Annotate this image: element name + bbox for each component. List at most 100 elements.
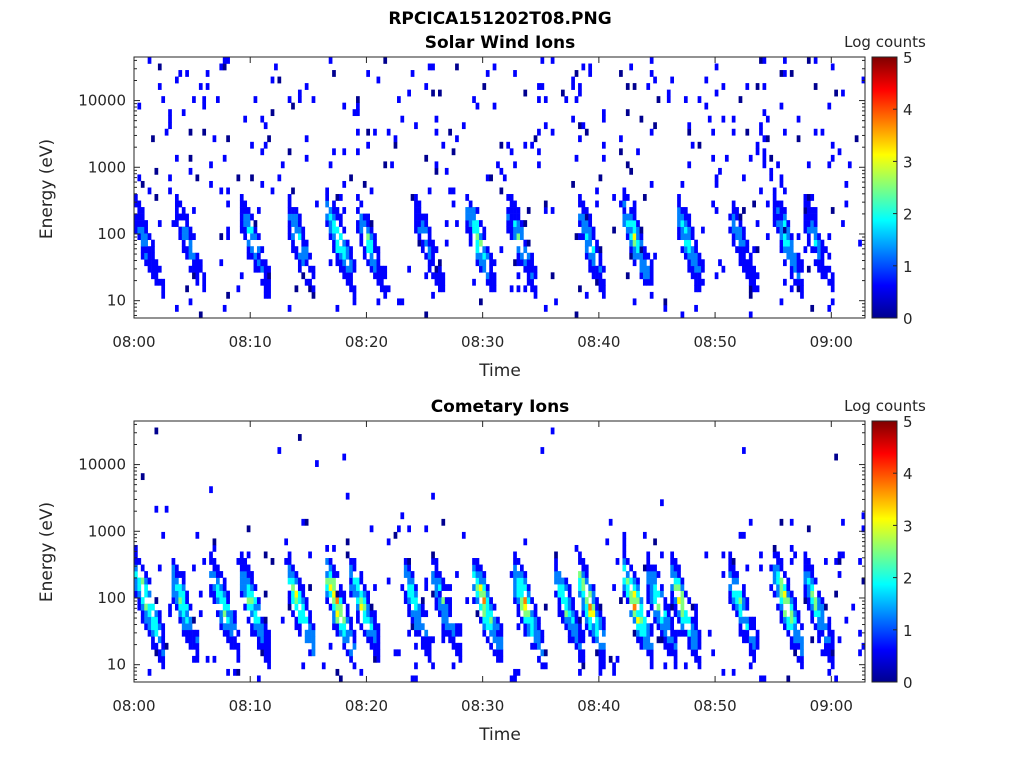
heatmap-cell — [632, 597, 637, 604]
heatmap-cell — [420, 610, 425, 618]
heatmap-cell — [588, 220, 593, 227]
heatmap-cell — [362, 610, 367, 618]
heatmap-cell — [496, 636, 500, 644]
heatmap-cell — [735, 603, 739, 611]
heatmap-cell — [632, 577, 637, 585]
heatmap-cell — [475, 590, 480, 598]
heatmap-cell — [783, 226, 787, 234]
heatmap-cell — [820, 616, 825, 624]
heatmap-cell — [742, 584, 746, 591]
heatmap-cell — [267, 285, 271, 293]
heatmap-cell — [465, 194, 470, 201]
heatmap-cell — [140, 180, 145, 188]
heatmap-cell — [260, 636, 265, 644]
heatmap-cell — [188, 226, 193, 234]
heatmap-cell — [308, 584, 312, 591]
heatmap-cell — [800, 655, 804, 663]
heatmap-cell — [356, 109, 360, 117]
heatmap-cell — [414, 200, 418, 208]
heatmap-cell — [297, 629, 302, 637]
heatmap-cell — [810, 616, 815, 624]
heatmap-cell — [683, 233, 688, 241]
heatmap-cell — [571, 76, 575, 84]
heatmap-cell — [164, 128, 169, 136]
heatmap-cell — [516, 285, 521, 293]
heatmap-cell — [325, 577, 330, 585]
heatmap-cell — [540, 636, 545, 644]
heatmap-cell — [359, 597, 364, 604]
heatmap-cell — [472, 96, 476, 103]
heatmap-cell — [174, 597, 179, 604]
heatmap-cell — [424, 610, 429, 618]
heatmap-cell — [745, 623, 750, 631]
heatmap-cell — [209, 486, 213, 494]
heatmap-cell — [827, 161, 832, 169]
heatmap-cell — [345, 492, 350, 500]
heatmap-cell — [157, 220, 162, 227]
heatmap-cell — [567, 597, 572, 604]
heatmap-cell — [246, 584, 251, 591]
heatmap-cell — [745, 239, 750, 247]
heatmap-cell — [649, 57, 654, 64]
heatmap-cell — [598, 259, 603, 267]
heatmap-cell — [250, 246, 254, 254]
heatmap-cell — [803, 571, 808, 578]
x-tick-label: 08:10 — [229, 697, 272, 715]
heatmap-cell — [646, 636, 651, 644]
heatmap-cell — [342, 623, 347, 631]
heatmap-cell — [516, 571, 521, 578]
heatmap-cell — [192, 207, 196, 214]
heatmap-cell — [256, 233, 261, 241]
heatmap-cell — [567, 603, 572, 611]
heatmap-cell — [438, 278, 442, 286]
heatmap-cell — [349, 558, 353, 565]
heatmap-cell — [591, 252, 596, 260]
heatmap-cell — [697, 252, 702, 260]
heatmap-cell — [564, 597, 569, 604]
heatmap-cell — [581, 63, 586, 71]
heatmap-cell — [178, 616, 183, 624]
heatmap-cell — [185, 590, 189, 598]
heatmap-cell — [270, 187, 275, 195]
heatmap-cell — [506, 207, 511, 214]
heatmap-cell — [690, 603, 695, 611]
heatmap-cell — [683, 616, 688, 624]
heatmap-cell — [451, 662, 456, 670]
heatmap-cell — [581, 629, 586, 637]
heatmap-cell — [188, 636, 193, 644]
heatmap-cell — [786, 616, 791, 624]
heatmap-cell — [188, 239, 193, 247]
heatmap-cell — [578, 122, 582, 130]
heatmap-cell — [492, 63, 497, 71]
heatmap-cell — [543, 304, 548, 312]
heatmap-cell — [625, 590, 630, 598]
heatmap-cell — [694, 278, 698, 286]
heatmap-cell — [653, 584, 657, 591]
heatmap-cell — [400, 512, 405, 520]
heatmap-cell — [178, 603, 183, 611]
heatmap-cell — [523, 141, 528, 149]
heatmap-cell — [195, 642, 200, 650]
heatmap-cell — [513, 220, 517, 227]
heatmap-cell — [414, 662, 418, 670]
heatmap-cell — [256, 623, 261, 631]
heatmap-cell — [373, 610, 377, 618]
heatmap-cell — [697, 662, 702, 670]
heatmap-cell — [844, 200, 849, 208]
heatmap-cell — [731, 200, 736, 208]
heatmap-cell — [366, 128, 370, 136]
heatmap-cell — [776, 207, 780, 214]
heatmap-cell — [236, 668, 241, 676]
heatmap-cell — [263, 629, 268, 637]
heatmap-cell — [335, 629, 340, 637]
heatmap-cell — [642, 636, 647, 644]
heatmap-cell — [349, 252, 353, 260]
heatmap-cell — [683, 226, 688, 234]
heatmap-cell — [646, 584, 651, 591]
heatmap-cell — [188, 246, 193, 254]
heatmap-cell — [229, 629, 234, 637]
heatmap-cell — [424, 577, 429, 585]
heatmap-cell — [345, 265, 350, 273]
heatmap-cell — [516, 220, 521, 227]
heatmap-cell — [742, 531, 746, 539]
